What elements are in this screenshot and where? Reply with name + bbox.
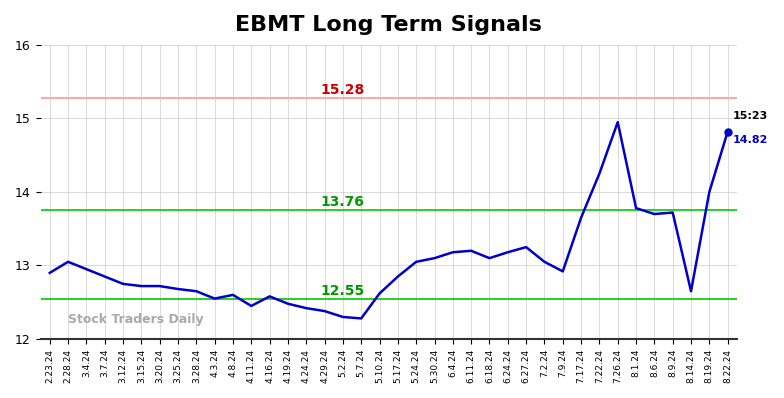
- Text: 15:23: 15:23: [733, 111, 768, 121]
- Text: 15.28: 15.28: [320, 83, 365, 97]
- Text: 14.82: 14.82: [733, 135, 768, 145]
- Text: 13.76: 13.76: [320, 195, 364, 209]
- Text: 12.55: 12.55: [320, 284, 365, 298]
- Text: Stock Traders Daily: Stock Traders Daily: [68, 313, 204, 326]
- Title: EBMT Long Term Signals: EBMT Long Term Signals: [235, 15, 543, 35]
